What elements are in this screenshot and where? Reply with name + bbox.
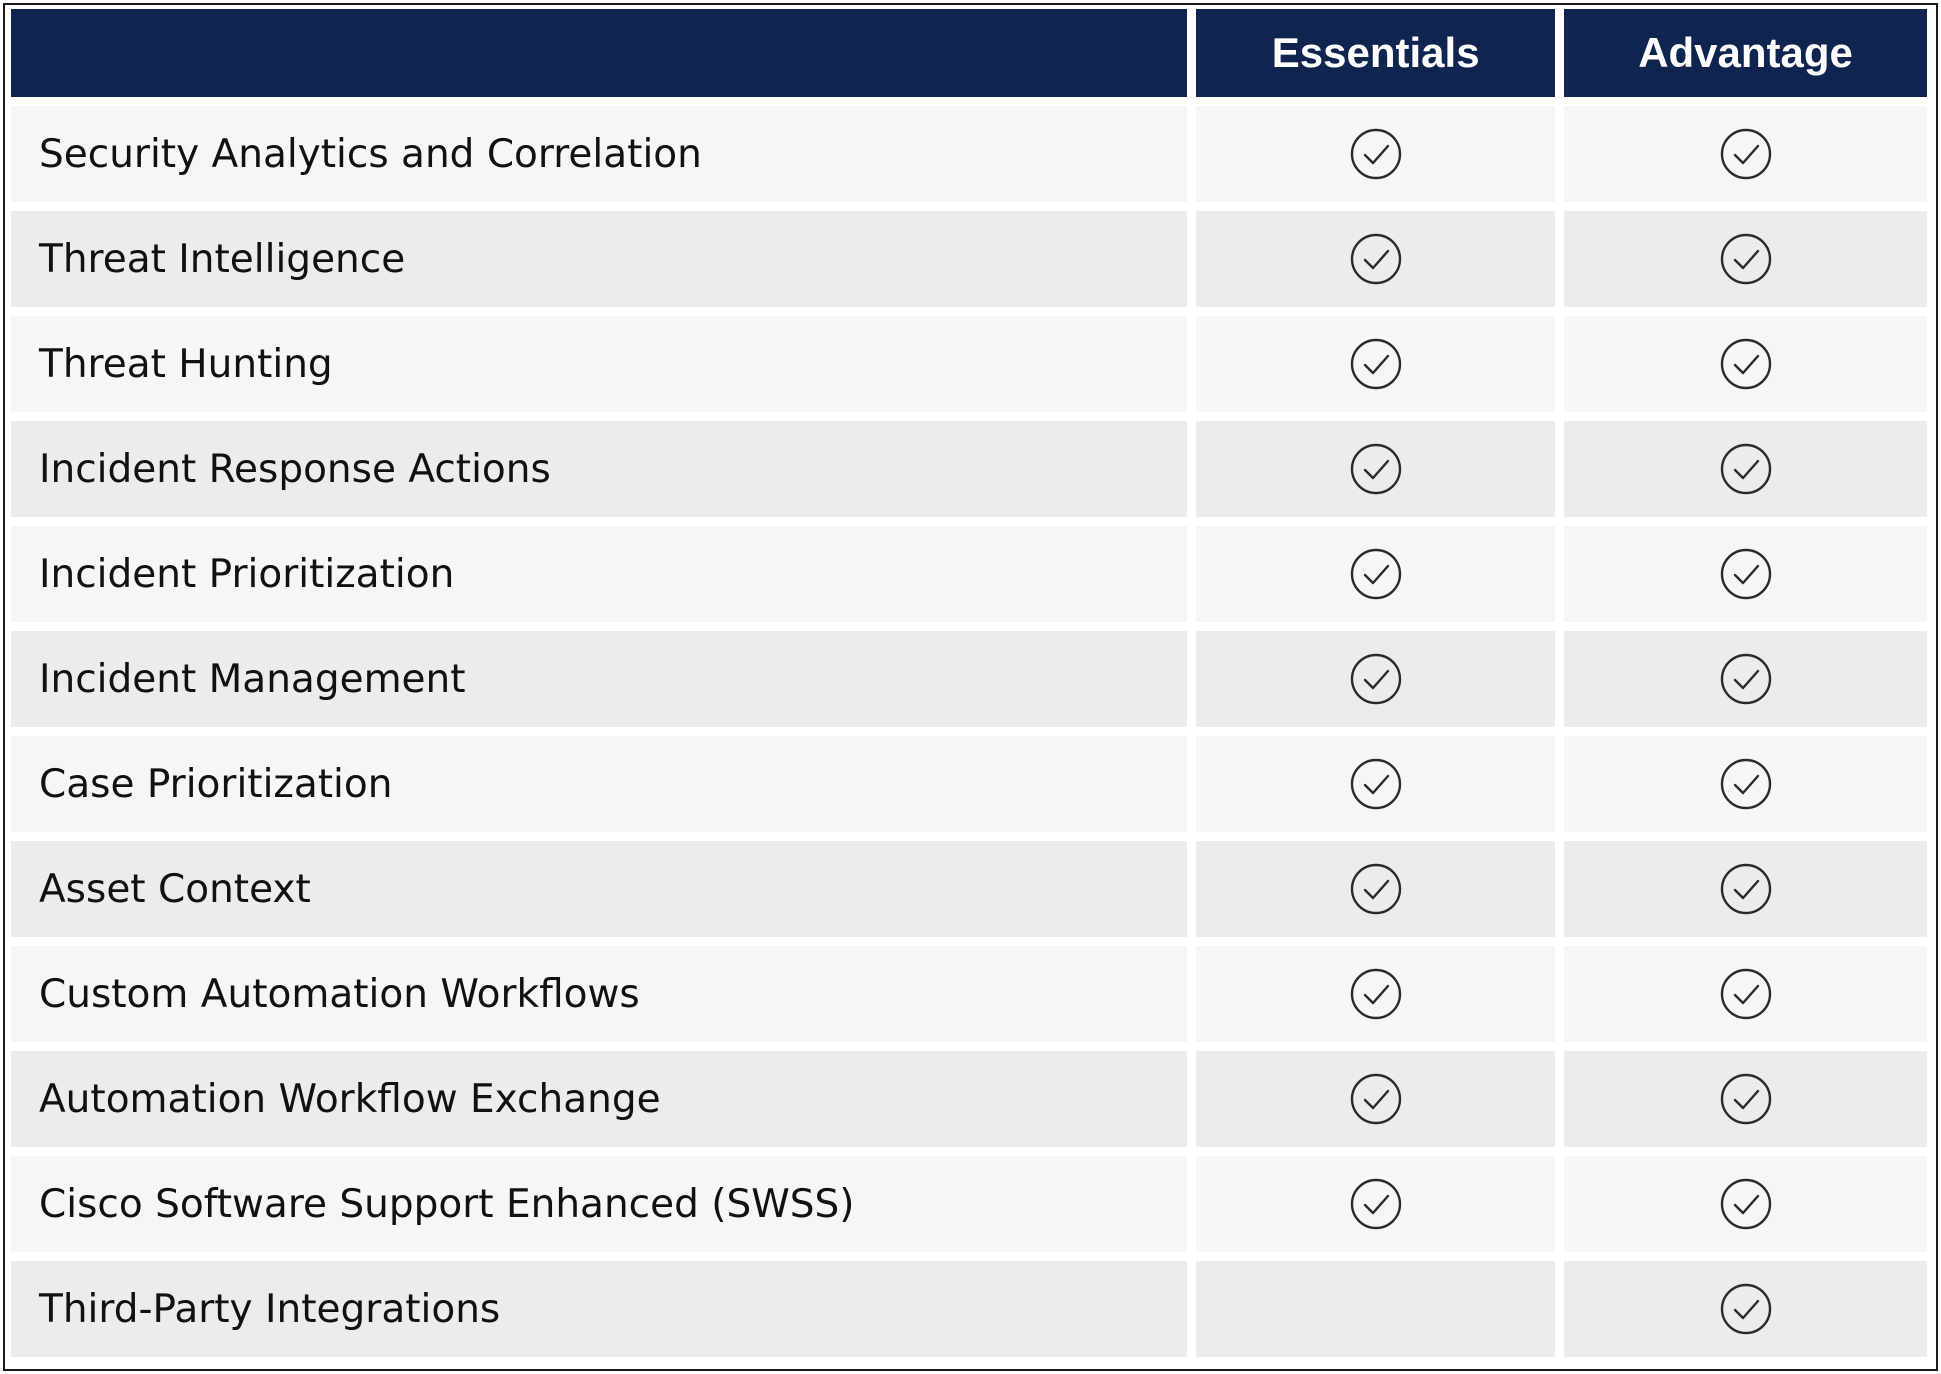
- table-body: Security Analytics and Correlation Threat…: [11, 106, 1927, 1357]
- table-row: Asset Context: [11, 841, 1927, 937]
- header-row: Essentials Advantage: [11, 9, 1927, 97]
- feature-label: Cisco Software Support Enhanced (SWSS): [11, 1156, 1188, 1252]
- feature-label: Incident Management: [11, 631, 1188, 727]
- advantage-cell: [1564, 1156, 1927, 1252]
- check-circle-icon: [1720, 443, 1771, 495]
- essentials-cell: [1196, 946, 1556, 1042]
- advantage-cell: [1564, 316, 1927, 412]
- essentials-cell: [1196, 841, 1556, 937]
- check-circle-icon: [1720, 758, 1771, 810]
- advantage-cell: [1564, 1261, 1927, 1357]
- check-circle-icon: [1350, 338, 1401, 390]
- feature-label: Threat Intelligence: [11, 211, 1188, 307]
- essentials-cell: [1196, 631, 1556, 727]
- essentials-cell: [1196, 421, 1556, 517]
- header-feature: [11, 9, 1188, 97]
- check-circle-icon: [1720, 968, 1771, 1020]
- advantage-cell: [1564, 526, 1927, 622]
- essentials-cell: [1196, 1261, 1556, 1357]
- check-circle-icon: [1720, 128, 1771, 180]
- essentials-cell: [1196, 526, 1556, 622]
- advantage-cell: [1564, 631, 1927, 727]
- check-circle-icon: [1350, 233, 1401, 285]
- advantage-cell: [1564, 1051, 1927, 1147]
- table-row: Cisco Software Support Enhanced (SWSS): [11, 1156, 1927, 1252]
- essentials-cell: [1196, 211, 1556, 307]
- table-row: Threat Hunting: [11, 316, 1927, 412]
- advantage-cell: [1564, 211, 1927, 307]
- check-circle-icon: [1350, 128, 1401, 180]
- advantage-cell: [1564, 841, 1927, 937]
- check-circle-icon: [1350, 653, 1401, 705]
- check-circle-icon: [1720, 1073, 1771, 1125]
- table-row: Case Prioritization: [11, 736, 1927, 832]
- check-circle-icon: [1350, 968, 1401, 1020]
- feature-label: Incident Response Actions: [11, 421, 1188, 517]
- table-row: Incident Prioritization: [11, 526, 1927, 622]
- check-circle-icon: [1350, 1073, 1401, 1125]
- table-row: Custom Automation Workflows: [11, 946, 1927, 1042]
- feature-label: Security Analytics and Correlation: [11, 106, 1188, 202]
- table-row: Threat Intelligence: [11, 211, 1927, 307]
- check-circle-icon: [1720, 233, 1771, 285]
- essentials-cell: [1196, 106, 1556, 202]
- check-circle-icon: [1350, 758, 1401, 810]
- essentials-cell: [1196, 1156, 1556, 1252]
- feature-label: Case Prioritization: [11, 736, 1188, 832]
- essentials-cell: [1196, 736, 1556, 832]
- feature-label: Custom Automation Workflows: [11, 946, 1188, 1042]
- check-circle-icon: [1720, 338, 1771, 390]
- check-circle-icon: [1720, 1283, 1771, 1335]
- feature-label: Asset Context: [11, 841, 1188, 937]
- feature-label: Automation Workflow Exchange: [11, 1051, 1188, 1147]
- feature-label: Threat Hunting: [11, 316, 1188, 412]
- advantage-cell: [1564, 946, 1927, 1042]
- table-row: Third-Party Integrations: [11, 1261, 1927, 1357]
- comparison-frame: Essentials Advantage Security Analytics …: [3, 3, 1938, 1371]
- check-circle-icon: [1350, 863, 1401, 915]
- header-advantage: Advantage: [1564, 9, 1927, 97]
- header-essentials: Essentials: [1196, 9, 1556, 97]
- essentials-cell: [1196, 316, 1556, 412]
- check-circle-icon: [1350, 443, 1401, 495]
- table-row: Incident Response Actions: [11, 421, 1927, 517]
- advantage-cell: [1564, 736, 1927, 832]
- feature-label: Third-Party Integrations: [11, 1261, 1188, 1357]
- check-circle-icon: [1720, 863, 1771, 915]
- check-circle-icon: [1720, 653, 1771, 705]
- check-circle-icon: [1720, 548, 1771, 600]
- essentials-cell: [1196, 1051, 1556, 1147]
- check-circle-icon: [1350, 1178, 1401, 1230]
- table-row: Security Analytics and Correlation: [11, 106, 1927, 202]
- advantage-cell: [1564, 106, 1927, 202]
- table-row: Automation Workflow Exchange: [11, 1051, 1927, 1147]
- feature-label: Incident Prioritization: [11, 526, 1188, 622]
- check-circle-icon: [1720, 1178, 1771, 1230]
- advantage-cell: [1564, 421, 1927, 517]
- table-row: Incident Management: [11, 631, 1927, 727]
- check-circle-icon: [1350, 548, 1401, 600]
